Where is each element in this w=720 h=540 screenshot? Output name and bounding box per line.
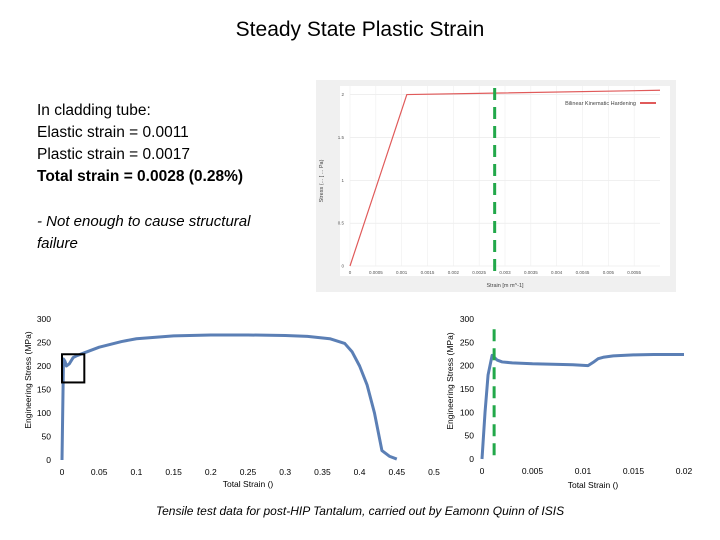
y-tick-label: 300 [460, 314, 474, 324]
x-tick-label: 0.0015 [421, 270, 435, 275]
chart-a-x-ticks: 0 0.0005 0.001 0.0015 0.002 0.0025 0.003 0.0035… [349, 270, 642, 275]
x-tick-label: 0.4 [354, 467, 366, 477]
x-tick-label: 0 [480, 466, 485, 476]
summary-line-location: In cladding tube: [37, 102, 151, 119]
x-tick-label: 0.002 [448, 270, 460, 275]
bilinear-hardening-chart: 00.511.52 0 0.0005 0.001 0.0015 0.002 0.0025 0… [316, 80, 676, 292]
x-tick-label: 0.004 [551, 270, 563, 275]
summary-line-elastic: Elastic strain = 0.0011 [37, 124, 189, 141]
y-tick-label: 0 [341, 264, 344, 269]
summary-line-total: Total strain = 0.0028 (0.28%) [37, 168, 244, 185]
zoomed-series-line [480, 352, 684, 460]
y-tick-label: 250 [37, 337, 51, 347]
chart-b-y-ticks: 0 50 100 150 200 250 300 [37, 314, 51, 465]
y-tick-label: 0.5 [338, 221, 345, 226]
tensile-curve-chart: 0 50 100 150 200 250 300 0 0.05 0.1 0.15 0.2 0.25 0.… [23, 314, 441, 489]
summary-line-plastic: Plastic strain = 0.0017 [37, 146, 190, 163]
failure-note: - Not enough to cause structural failure [37, 213, 251, 252]
figure-caption: Tensile test data for post-HIP Tantalum,… [155, 504, 565, 518]
y-tick-label: 100 [37, 408, 51, 418]
zoomed-tensile-chart: 0 50 100 150 200 250 300 0 0.005 0.01 0.015 0.02 T… [445, 314, 693, 490]
bilinear-series-line [349, 89, 661, 267]
x-tick-label: 0.15 [165, 467, 182, 477]
chart-b-y-axis-label: Engineering Stress (MPa) [23, 331, 33, 428]
y-tick-label: 0 [46, 455, 51, 465]
x-tick-label: 0.1 [130, 467, 142, 477]
chart-a-y-axis-label: Stress (... [ ... Pa) [319, 159, 325, 202]
chart-b-x-ticks: 0 0.05 0.1 0.15 0.2 0.25 0.3 0.35 0.4 0.45 0.5 [60, 467, 441, 477]
chart-a-y-ticks: 0 0.5 1 1.5 2 [338, 92, 345, 268]
x-tick-label: 0.005 [522, 466, 544, 476]
zoom-region-box [61, 353, 86, 384]
chart-c-x-axis-label: Total Strain () [568, 480, 619, 490]
tensile-series-line [60, 333, 398, 461]
x-tick-label: 0.3 [279, 467, 291, 477]
x-tick-label: 0.25 [240, 467, 257, 477]
x-tick-label: 0 [349, 270, 352, 275]
chart-a-x-axis-label: Strain [m m^-1] [486, 283, 524, 289]
x-tick-label: 0.2 [205, 467, 217, 477]
chart-c-y-axis-label: Engineering Stress (MPa) [445, 332, 455, 429]
x-tick-label: 0 [60, 467, 65, 477]
y-tick-label: 1.5 [338, 135, 345, 140]
y-tick-label: 300 [37, 314, 51, 324]
y-tick-label: 2 [341, 92, 344, 97]
y-tick-label: 200 [37, 361, 51, 371]
y-tick-label: 1 [341, 178, 344, 183]
x-tick-label: 0.015 [623, 466, 645, 476]
chart-a-grid [349, 86, 660, 267]
x-tick-label: 0.01 [575, 466, 592, 476]
y-tick-label: 50 [42, 431, 52, 441]
legend-entry: Bilinear Kinematic Hardening [565, 101, 636, 107]
slide-title: Steady State Plastic Strain [235, 18, 485, 41]
x-tick-label: 0.005 [603, 270, 615, 275]
x-tick-label: 0.003 [499, 270, 511, 275]
x-tick-label: 0.0005 [369, 270, 383, 275]
y-tick-label: 50 [465, 431, 475, 441]
chart-c-y-ticks: 0 50 100 150 200 250 300 [460, 314, 474, 464]
x-tick-label: 0.0025 [472, 270, 486, 275]
x-tick-label: 0.45 [389, 467, 406, 477]
x-tick-label: 0.5 [428, 467, 440, 477]
chart-c-x-ticks: 0 0.005 0.01 0.015 0.02 [480, 466, 693, 476]
x-tick-label: 0.001 [396, 270, 408, 275]
x-tick-label: 0.05 [91, 467, 108, 477]
x-tick-label: 0.0045 [576, 270, 590, 275]
y-tick-label: 250 [460, 337, 474, 347]
y-tick-label: 100 [460, 407, 474, 417]
chart-b-x-axis-label: Total Strain () [223, 479, 274, 489]
x-tick-label: 0.0055 [627, 270, 641, 275]
x-tick-label: 0.02 [676, 466, 693, 476]
x-tick-label: 0.35 [314, 467, 331, 477]
y-tick-label: 0 [469, 454, 474, 464]
y-tick-label: 150 [460, 384, 474, 394]
strain-summary: In cladding tube: Elastic strain = 0.001… [37, 100, 243, 188]
y-tick-label: 150 [37, 384, 51, 394]
y-tick-label: 200 [460, 361, 474, 371]
x-tick-label: 0.0035 [524, 270, 538, 275]
